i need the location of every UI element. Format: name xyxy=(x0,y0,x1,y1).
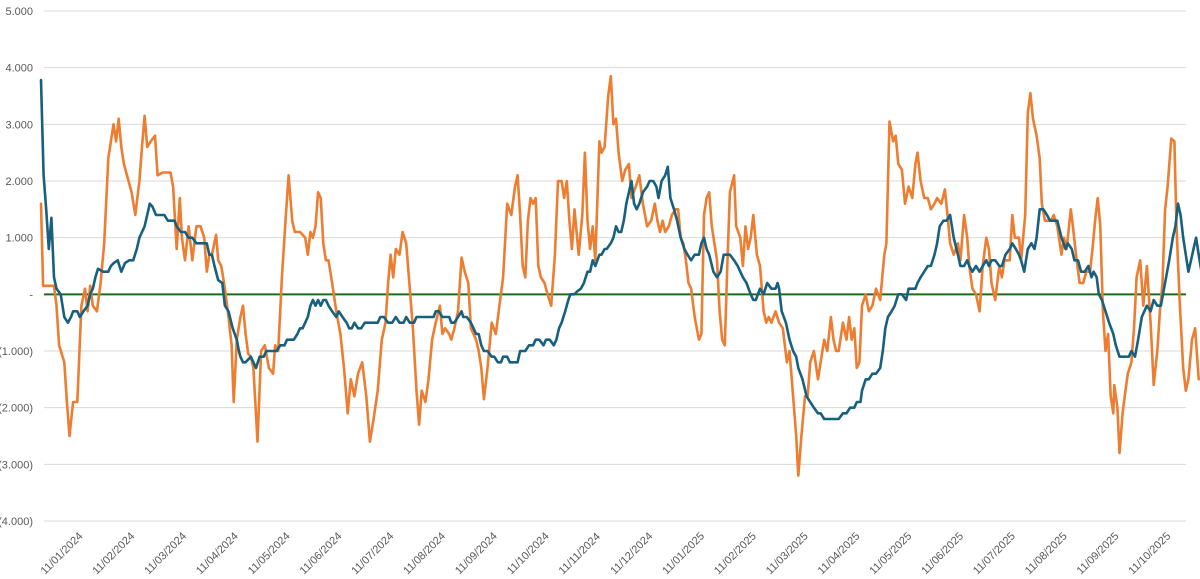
x-tick-label: 11/01/2025 xyxy=(660,530,707,577)
x-tick-label: 11/11/2024 xyxy=(557,531,603,577)
y-tick-label: 5.000 xyxy=(5,6,33,18)
x-tick-label: 11/10/2024 xyxy=(505,530,552,577)
x-tick-label: 11/05/2025 xyxy=(867,530,914,577)
x-tick-label: 11/08/2025 xyxy=(1023,530,1070,577)
y-axis-ticks: 5.000 4.000 3.000 2.000 1.000 - (1.000) (2.000)… xyxy=(0,6,33,528)
x-tick-label: 11/07/2024 xyxy=(349,530,396,577)
x-tick-label: 11/07/2025 xyxy=(971,530,1018,577)
series-line-2 xyxy=(39,78,1200,421)
x-tick-label: 11/06/2024 xyxy=(298,530,345,577)
x-tick-label: 11/08/2024 xyxy=(401,530,448,577)
x-tick-label: 11/01/2024 xyxy=(39,530,86,577)
y-tick-label: - xyxy=(29,289,33,301)
x-tick-label: 11/05/2024 xyxy=(246,530,293,577)
x-tick-label: 11/02/2024 xyxy=(90,530,137,577)
y-tick-label: 3.000 xyxy=(5,119,33,131)
x-tick-label: 11/04/2024 xyxy=(194,530,241,577)
x-tick-label: 11/04/2025 xyxy=(816,530,863,577)
x-tick-label: 11/03/2024 xyxy=(142,530,189,577)
series-lines xyxy=(39,74,1200,477)
y-tick-label: (4.000) xyxy=(0,516,33,528)
x-axis-ticks: 11/01/2024 11/02/2024 11/03/2024 11/04/2024… xyxy=(39,530,1174,577)
y-tick-label: (3.000) xyxy=(0,459,33,471)
y-tick-label: (1.000) xyxy=(0,346,33,358)
x-tick-label: 11/10/2025 xyxy=(1126,530,1173,577)
series-line-1 xyxy=(39,74,1200,477)
x-tick-label: 11/06/2025 xyxy=(919,530,966,577)
y-tick-label: 1.000 xyxy=(5,233,33,245)
x-tick-label: 11/02/2025 xyxy=(712,530,759,577)
y-tick-label: 2.000 xyxy=(5,176,33,188)
x-tick-label: 11/09/2024 xyxy=(453,530,500,577)
y-tick-label: 4.000 xyxy=(5,63,33,75)
x-tick-label: 11/09/2025 xyxy=(1075,530,1122,577)
x-tick-label: 11/12/2024 xyxy=(608,530,655,577)
x-tick-label: 11/03/2025 xyxy=(764,530,811,577)
gridlines xyxy=(44,10,1186,522)
y-tick-label: (2.000) xyxy=(0,403,33,415)
